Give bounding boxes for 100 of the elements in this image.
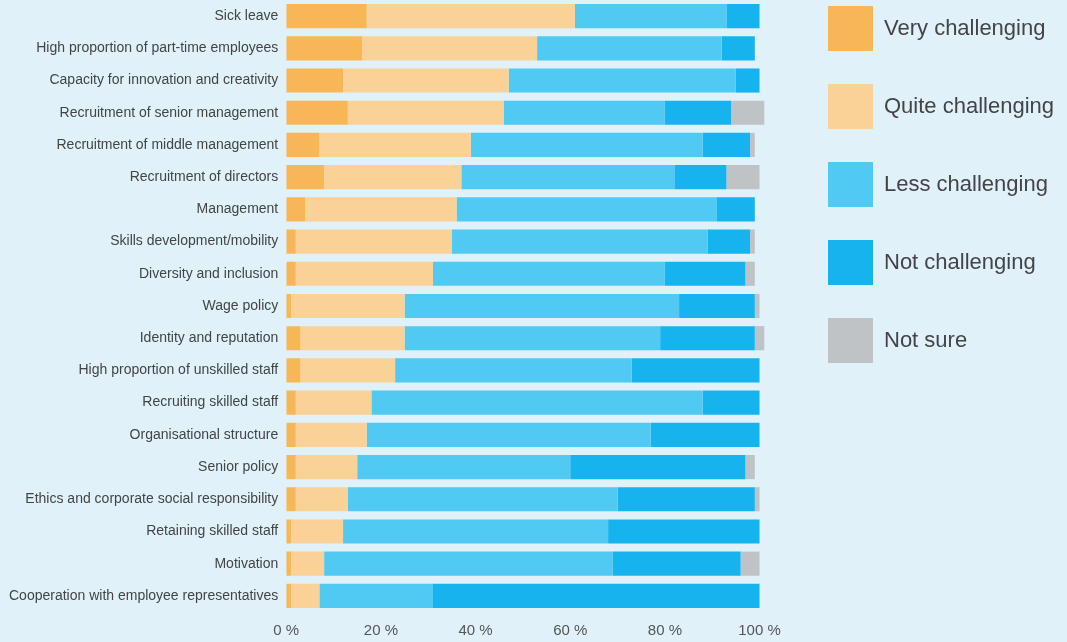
bar — [295, 229, 452, 254]
bar — [702, 132, 751, 158]
bar — [612, 551, 741, 576]
bar — [295, 487, 348, 512]
bar — [574, 4, 727, 29]
y-tick-label: Wage policy — [202, 296, 279, 313]
y-tick-label: Skills development/mobility — [110, 232, 279, 249]
bar — [286, 390, 296, 415]
bar — [286, 422, 296, 447]
bar — [395, 358, 632, 383]
bar — [745, 454, 755, 480]
bar — [286, 165, 325, 190]
bar — [707, 229, 751, 254]
bar — [290, 293, 405, 319]
y-tick-label: Identity and reputation — [139, 329, 279, 346]
bar — [286, 261, 296, 286]
bar — [295, 422, 367, 447]
bar — [726, 165, 760, 190]
x-tick-label: 60 % — [553, 621, 588, 639]
y-tick-label: Recruitment of middle management — [56, 135, 279, 152]
bar — [731, 100, 765, 125]
bar — [319, 132, 471, 158]
y-tick-label: Management — [196, 200, 279, 217]
bar — [664, 100, 732, 125]
bar — [470, 132, 703, 158]
bar — [503, 100, 665, 125]
y-tick-label: Retaining skilled staff — [146, 522, 279, 539]
legend-label: Very challenging — [884, 14, 1046, 40]
bar — [286, 326, 301, 351]
bar — [286, 358, 301, 383]
bar — [664, 261, 746, 286]
bar — [290, 519, 344, 544]
bar — [570, 454, 746, 480]
bar — [726, 4, 760, 29]
bar — [451, 229, 708, 254]
bar — [617, 487, 755, 512]
x-tick-label: 80 % — [647, 621, 682, 639]
y-tick-label: Cooperation with employee representatives — [9, 586, 279, 603]
bar — [745, 261, 755, 286]
bar — [366, 4, 575, 29]
bar — [347, 487, 618, 512]
bar — [660, 326, 755, 351]
bar — [295, 390, 372, 415]
bar — [305, 197, 457, 222]
x-tick-label: 20 % — [363, 621, 399, 639]
legend-label: Quite challenging — [884, 92, 1055, 118]
bar — [286, 229, 296, 254]
bar — [721, 36, 755, 61]
x-tick-label: 40 % — [458, 621, 493, 639]
bar — [366, 422, 651, 447]
y-tick-label: Ethics and corporate social responsibility — [25, 490, 279, 507]
bar — [286, 197, 306, 222]
bar — [608, 519, 760, 544]
bar — [357, 454, 571, 480]
y-tick-label: Sick leave — [214, 6, 279, 23]
y-tick-label: High proportion of part-time employees — [36, 39, 279, 56]
bar — [537, 36, 722, 61]
bar — [324, 165, 462, 190]
bar — [508, 68, 736, 93]
bar — [631, 358, 760, 383]
bar — [456, 197, 717, 222]
bar — [300, 358, 396, 383]
bar — [404, 293, 680, 319]
x-tick-label: 100 % — [738, 621, 781, 639]
y-tick-label: Recruitment of directors — [129, 168, 279, 185]
y-tick-label: Capacity for innovation and creativity — [49, 71, 279, 88]
bar — [290, 551, 325, 576]
legend-label: Less challenging — [884, 170, 1048, 196]
y-tick-label: Senior policy — [198, 457, 279, 474]
bar — [343, 519, 609, 544]
bar — [716, 197, 755, 222]
bar — [286, 4, 367, 29]
bar — [286, 487, 296, 512]
bar — [740, 551, 760, 576]
bar — [735, 68, 760, 93]
bar — [286, 454, 296, 480]
bar — [371, 390, 703, 415]
bar — [295, 454, 358, 480]
bar — [674, 165, 727, 190]
y-tick-label: Diversity and inclusion — [138, 264, 279, 281]
x-tick-label: 0 % — [273, 621, 300, 639]
bar — [404, 326, 661, 351]
bar — [754, 293, 760, 319]
bar — [679, 293, 755, 319]
bar — [461, 165, 675, 190]
bar — [754, 487, 760, 512]
bar — [286, 132, 320, 158]
bar — [324, 551, 613, 576]
bar — [754, 326, 765, 351]
bar — [750, 132, 755, 158]
legend-label: Not challenging — [884, 248, 1036, 274]
bar — [343, 68, 509, 93]
bar — [295, 261, 433, 286]
y-tick-label: High proportion of unskilled staff — [78, 361, 279, 378]
bar — [432, 261, 665, 286]
y-tick-label: Recruiting skilled staff — [142, 393, 279, 410]
legend-label: Not sure — [884, 326, 968, 352]
bar — [702, 390, 760, 415]
y-tick-label: Recruitment of senior management — [59, 103, 279, 120]
bar — [300, 326, 405, 351]
